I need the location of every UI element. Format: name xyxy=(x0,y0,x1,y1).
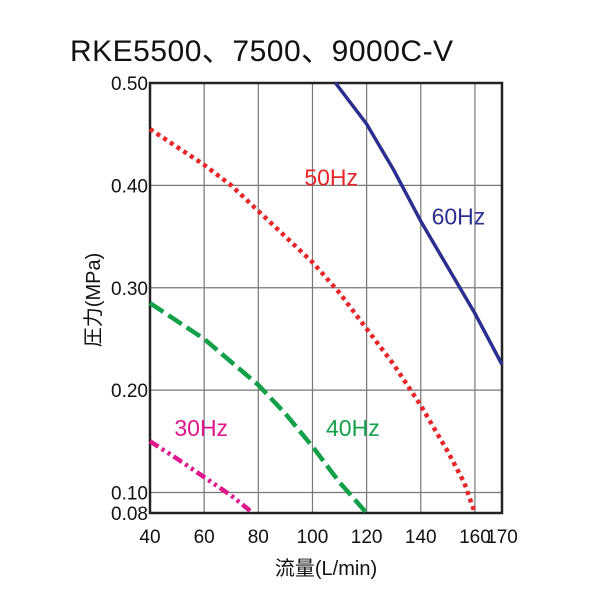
x-tick-label: 60 xyxy=(194,527,215,548)
series-line-50Hz xyxy=(148,127,478,514)
x-axis-label: 流量(L/min) xyxy=(275,557,377,580)
series-label-30Hz: 30Hz xyxy=(174,415,228,441)
y-tick-label: 0.30 xyxy=(111,279,148,300)
x-tick-label: 120 xyxy=(351,527,383,548)
series-label-60Hz: 60Hz xyxy=(432,203,486,229)
x-tick-label: 80 xyxy=(248,527,269,548)
y-tick-label: 0.20 xyxy=(111,381,148,402)
x-tick-label: 40 xyxy=(139,527,160,548)
x-tick-label: 160 xyxy=(459,527,491,548)
y-tick-label: 0.08 xyxy=(111,504,148,525)
series-line-30Hz xyxy=(148,439,255,515)
y-tick-label: 0.40 xyxy=(111,176,148,197)
series-line-60Hz xyxy=(334,81,504,366)
plot-frame xyxy=(148,81,504,515)
y-tick-label: 0.10 xyxy=(111,484,148,505)
series-label-50Hz: 50Hz xyxy=(304,164,358,190)
chart-title: RKE5500、7500、9000C-V xyxy=(70,35,454,68)
x-tick-label: 140 xyxy=(405,527,437,548)
y-tick-label: 0.50 xyxy=(111,74,148,95)
x-tick-label: 100 xyxy=(297,527,329,548)
y-axis-label: 圧力(MPa) xyxy=(82,253,105,347)
x-tick-label: 170 xyxy=(486,527,518,548)
series-label-40Hz: 40Hz xyxy=(326,415,380,441)
